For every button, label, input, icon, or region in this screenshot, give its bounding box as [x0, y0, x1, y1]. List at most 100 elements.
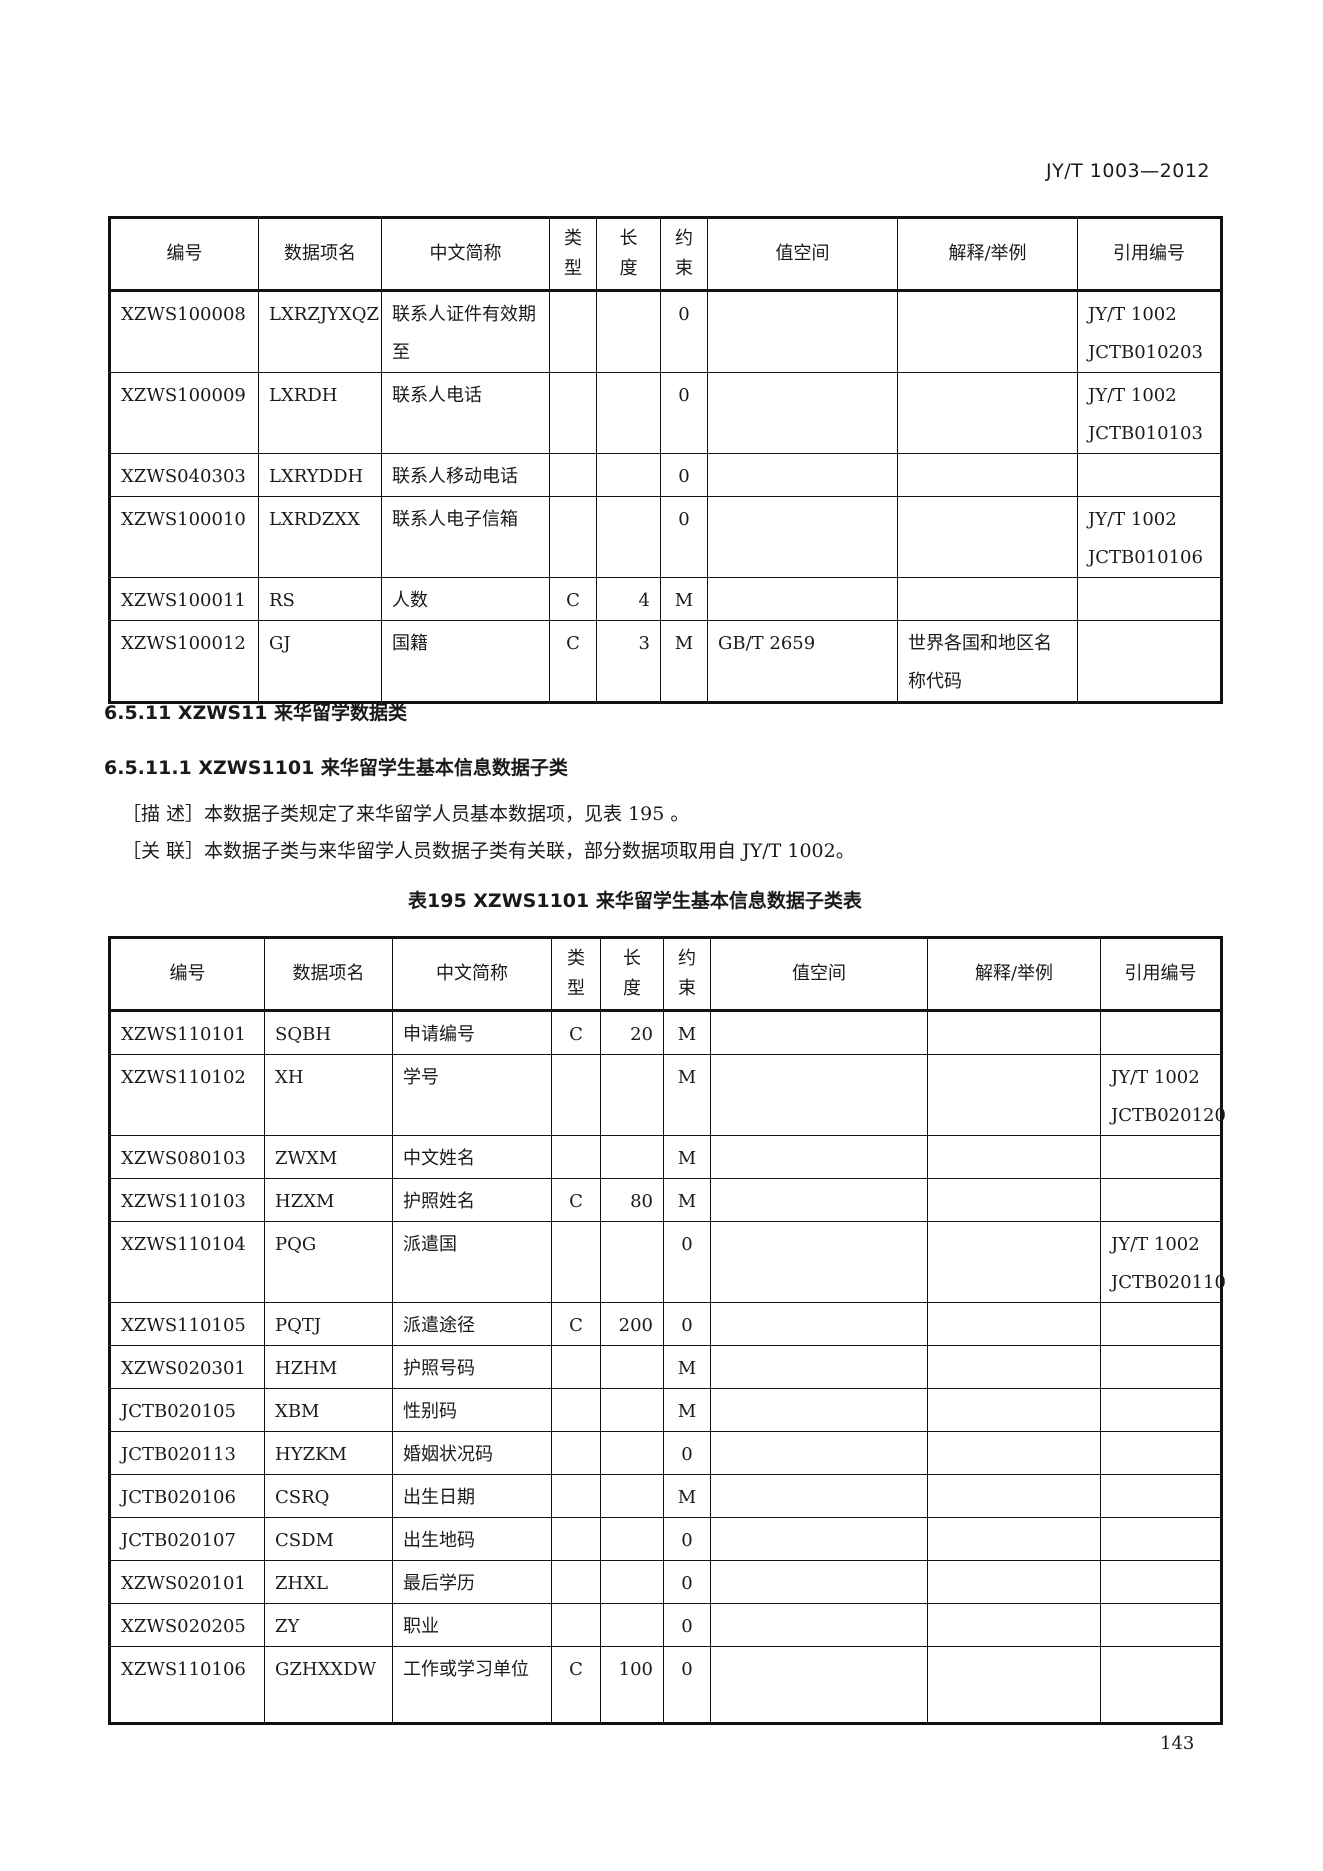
cell-chinese-name: 护照号码: [392, 1345, 552, 1389]
standard-code: JY/T 1003—2012: [1046, 160, 1210, 182]
table-row: XZWS100011 RS 人数 C 4 M: [109, 577, 1222, 621]
cell-value-space: [707, 290, 898, 373]
cell-length: [600, 1221, 664, 1303]
cell-reference: [1100, 1603, 1222, 1647]
cell-chinese-name: 工作或学习单位: [392, 1646, 552, 1724]
cell-value-space: [710, 1603, 928, 1647]
cell-type: [549, 372, 597, 454]
cell-explanation: [897, 372, 1078, 454]
table-row: XZWS110106 GZHXXDW 工作或学习单位 C 100 0: [109, 1646, 1222, 1724]
subsection-heading: 6.5.11.1 XZWS1101 来华留学生基本信息数据子类: [104, 757, 568, 779]
cell-item-name: XH: [264, 1054, 393, 1136]
cell-constraint: M: [663, 1388, 711, 1432]
cell-length: 80: [600, 1178, 664, 1222]
cell-type: C: [551, 1010, 601, 1055]
cell-length: [600, 1474, 664, 1518]
cell-explanation: [897, 290, 1078, 373]
cell-type: [549, 453, 597, 497]
cell-item-name: HZXM: [264, 1178, 393, 1222]
cell-value-space: [707, 453, 898, 497]
table-title: 表195 XZWS1101 来华留学生基本信息数据子类表: [408, 890, 862, 912]
cell-constraint: 0: [663, 1603, 711, 1647]
cell-value-space: GB/T 2659: [707, 620, 898, 703]
cell-type: C: [549, 577, 597, 621]
column-header-explanation: 解释/举例: [927, 937, 1101, 1011]
table-row: XZWS110102 XH 学号 M JY/T 1002 JCTB020120: [109, 1054, 1226, 1136]
cell-value-space: [707, 496, 898, 578]
column-header-constraint: 约 束: [660, 217, 708, 291]
cell-chinese-name: 中文姓名: [392, 1135, 552, 1179]
cell-item-name: CSRQ: [264, 1474, 393, 1518]
table-row: XZWS020301 HZHM 护照号码 M: [109, 1345, 1222, 1389]
table-row: JCTB020106 CSRQ 出生日期 M: [109, 1474, 1222, 1518]
table-row: XZWS110104 PQG 派遣国 0 JY/T 1002 JCTB020110: [109, 1221, 1226, 1303]
cell-chinese-name: 派遣途径: [392, 1302, 552, 1346]
cell-type: [551, 1221, 601, 1303]
cell-explanation: [927, 1603, 1101, 1647]
cell-code: XZWS100012: [109, 620, 259, 703]
cell-value-space: [710, 1221, 928, 1303]
cell-item-name: HZHM: [264, 1345, 393, 1389]
cell-value-space: [707, 372, 898, 454]
data-table-1: 编号 数据项名 中文简称类 型长 度约 束值空间 解释/举例 引用编号 XZWS1000…: [108, 216, 1223, 704]
cell-type: [549, 496, 597, 578]
cell-reference: [1100, 1388, 1222, 1432]
cell-type: [551, 1388, 601, 1432]
cell-type: C: [551, 1178, 601, 1222]
cell-code: XZWS110106: [109, 1646, 265, 1724]
cell-value-space: [710, 1345, 928, 1389]
data-table-195: 编号 数据项名 中文简称类 型长 度约 束值空间 解释/举例 引用编号 XZWS1101…: [108, 936, 1226, 1725]
cell-code: XZWS020205: [109, 1603, 265, 1647]
cell-code: XZWS110102: [109, 1054, 265, 1136]
cell-code: XZWS100008: [109, 290, 259, 373]
column-header-chinese-name: 中文简称: [381, 217, 550, 291]
cell-length: 3: [596, 620, 661, 703]
cell-item-name: PQG: [264, 1221, 393, 1303]
cell-code: XZWS100010: [109, 496, 259, 578]
cell-reference: [1100, 1010, 1222, 1055]
cell-type: C: [551, 1646, 601, 1724]
cell-reference: JY/T 1002 JCTB010203: [1077, 290, 1222, 373]
cell-value-space: [710, 1517, 928, 1561]
cell-constraint: M: [663, 1010, 711, 1055]
cell-length: [600, 1431, 664, 1475]
cell-type: [551, 1431, 601, 1475]
cell-constraint: 0: [660, 372, 708, 454]
column-header-reference: 引用编号: [1077, 217, 1222, 291]
cell-constraint: 0: [663, 1302, 711, 1346]
cell-explanation: [927, 1178, 1101, 1222]
table-row: JCTB020105 XBM 性别码 M: [109, 1388, 1222, 1432]
cell-code: XZWS100011: [109, 577, 259, 621]
cell-explanation: [927, 1302, 1101, 1346]
cell-explanation: [927, 1010, 1101, 1055]
column-header-item-name: 数据项名: [264, 937, 393, 1011]
column-header-code: 编号: [109, 217, 259, 291]
cell-code: XZWS040303: [109, 453, 259, 497]
cell-item-name: LXRZJYXQZ: [258, 290, 382, 373]
cell-value-space: [710, 1054, 928, 1136]
cell-type: [549, 290, 597, 373]
cell-value-space: [710, 1388, 928, 1432]
cell-length: [596, 372, 661, 454]
cell-constraint: 0: [663, 1517, 711, 1561]
cell-type: [551, 1603, 601, 1647]
cell-explanation: [927, 1345, 1101, 1389]
cell-explanation: 世界各国和地区名称代码: [897, 620, 1078, 703]
cell-reference: [1100, 1345, 1222, 1389]
cell-constraint: 0: [660, 496, 708, 578]
cell-explanation: [897, 453, 1078, 497]
cell-constraint: M: [663, 1054, 711, 1136]
cell-chinese-name: 派遣国: [392, 1221, 552, 1303]
table-row: JCTB020107 CSDM 出生地码 0: [109, 1517, 1222, 1561]
cell-code: JCTB020106: [109, 1474, 265, 1518]
cell-code: XZWS100009: [109, 372, 259, 454]
cell-explanation: [927, 1388, 1101, 1432]
cell-item-name: ZWXM: [264, 1135, 393, 1179]
cell-value-space: [710, 1178, 928, 1222]
cell-constraint: M: [663, 1345, 711, 1389]
table-row: XZWS100012 GJ 国籍 C 3 M GB/T 2659 世界各国和地区名称代码: [109, 620, 1222, 703]
cell-explanation: [927, 1431, 1101, 1475]
cell-length: 4: [596, 577, 661, 621]
header-row: 编号 数据项名 中文简称类 型长 度约 束值空间 解释/举例 引用编号: [109, 937, 1222, 1011]
cell-explanation: [897, 577, 1078, 621]
